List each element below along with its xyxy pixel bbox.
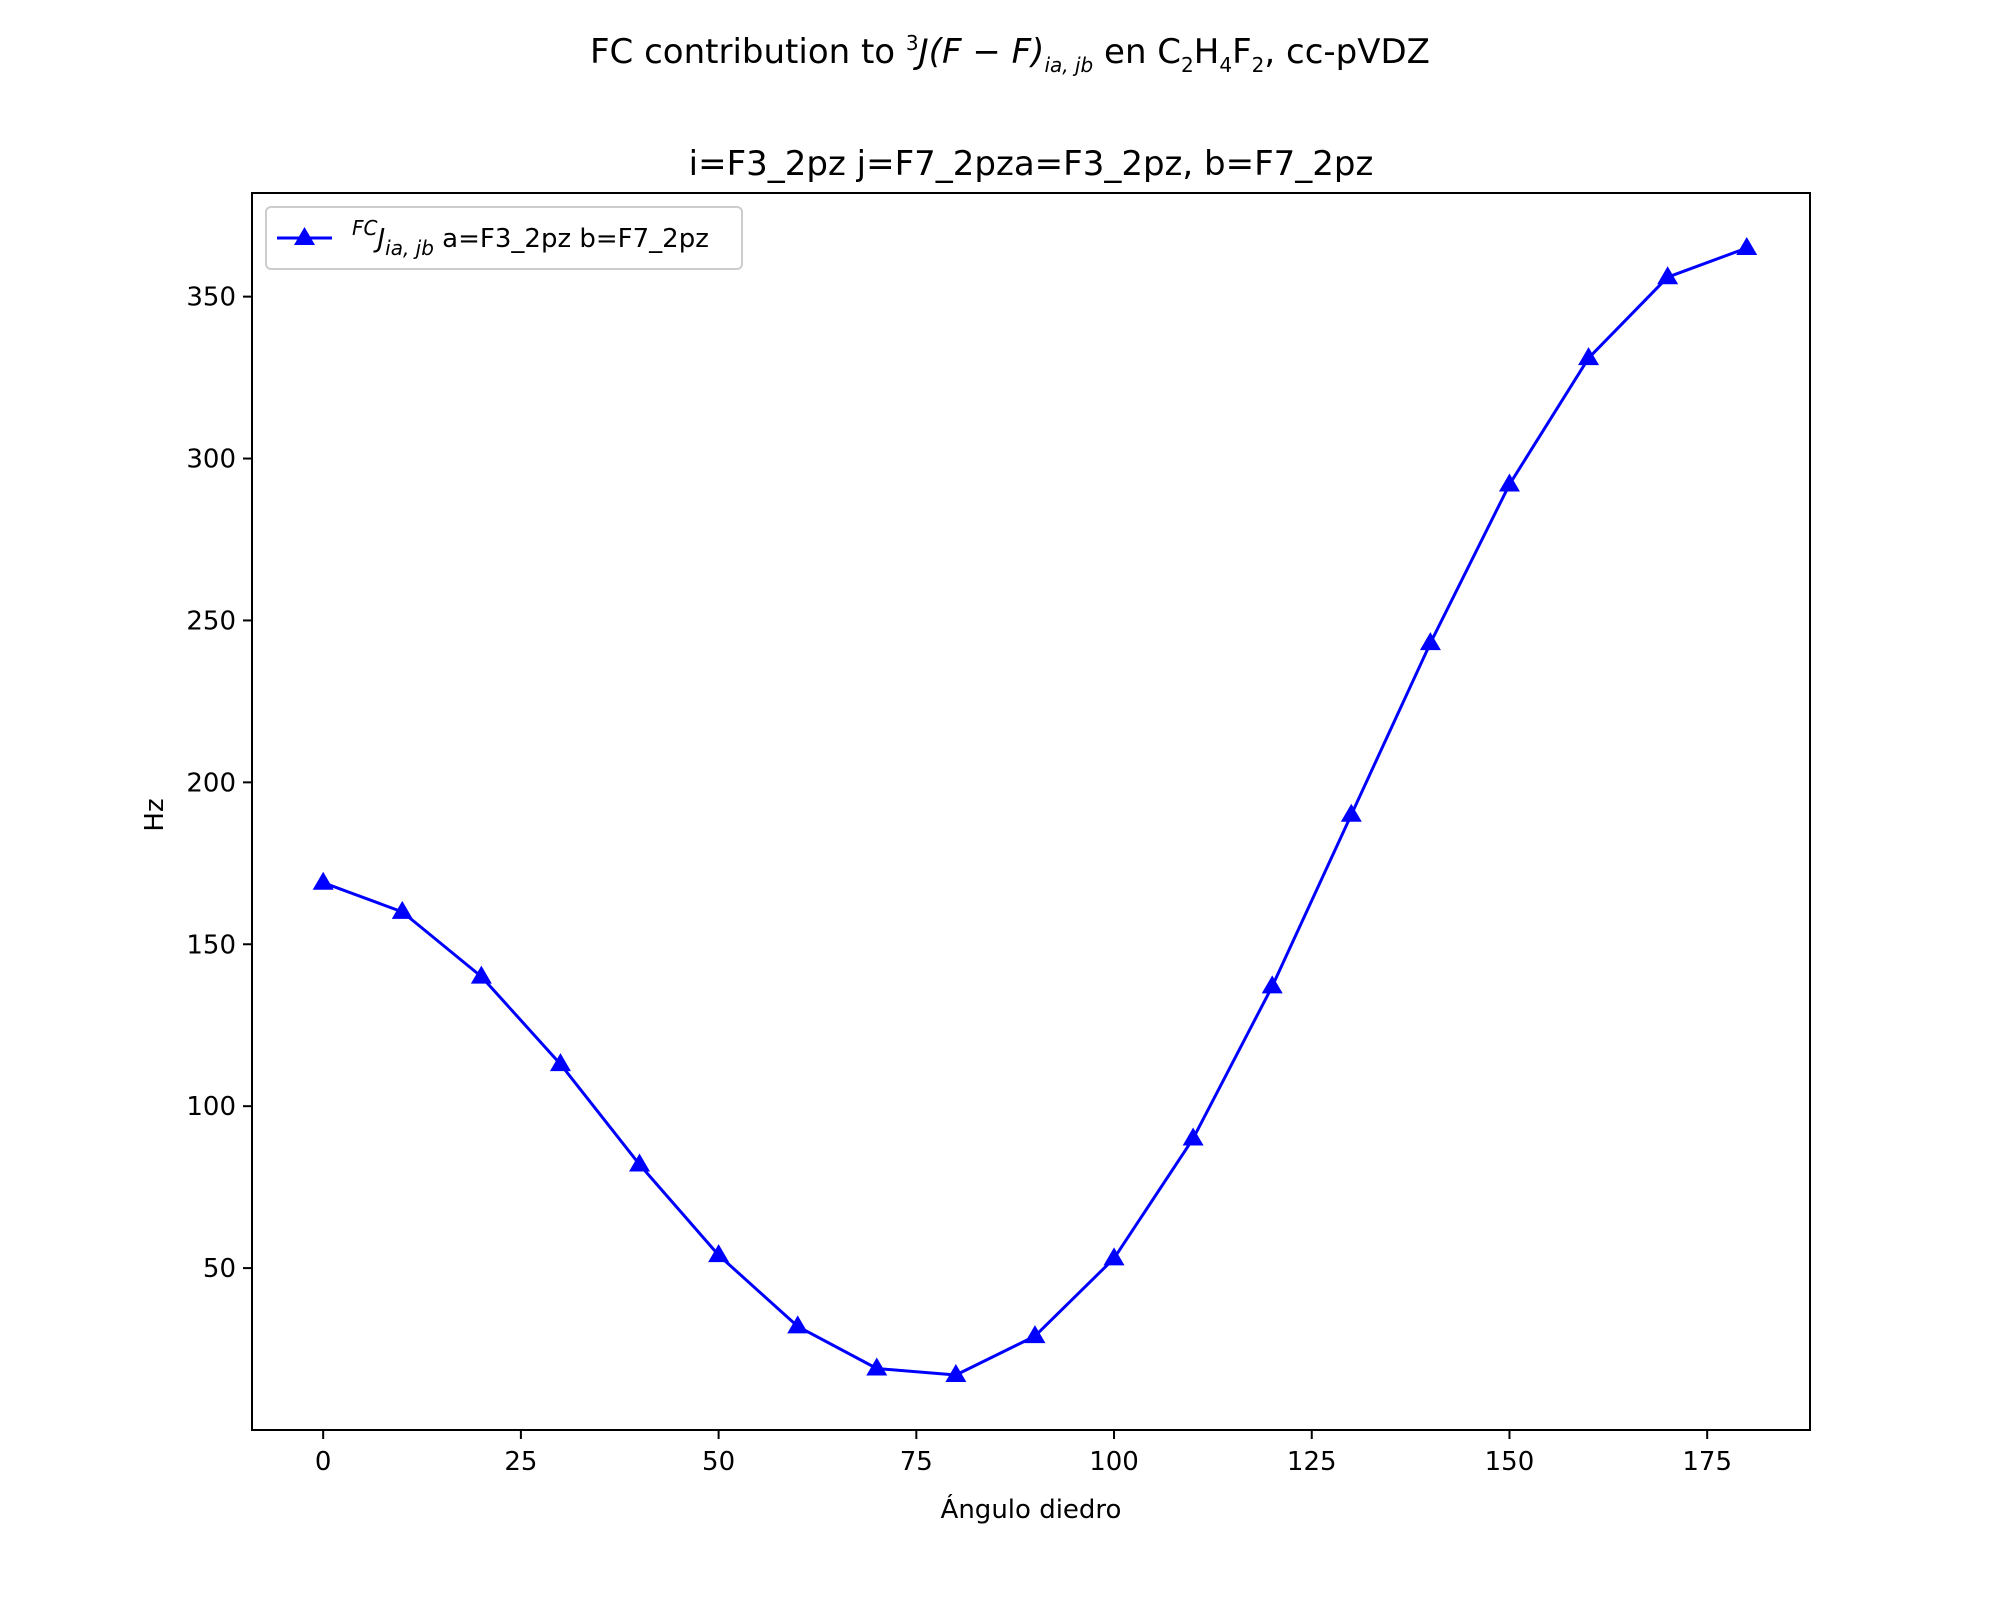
y-tick-label: 300 xyxy=(186,445,236,475)
x-tick-label: 175 xyxy=(1682,1447,1732,1477)
data-point-marker xyxy=(470,965,492,984)
chart-suptitle: FC contribution to 3J(F − F)ia, jb en C2… xyxy=(590,31,1430,77)
y-axis: 50 100 150 200 250 300 350 xyxy=(186,283,252,1284)
legend-label: FCJia, jb a=F3_2pz b=F7_2pz xyxy=(352,216,709,260)
data-point-marker xyxy=(549,1053,571,1072)
data-point-marker xyxy=(1657,266,1679,285)
data-point-marker xyxy=(312,871,334,890)
x-tick-label: 75 xyxy=(900,1447,933,1477)
data-point-marker xyxy=(1419,632,1441,651)
x-axis: 0 25 50 75 100 125 150 175 xyxy=(315,1430,1732,1477)
data-point-marker xyxy=(945,1363,967,1382)
y-tick-label: 350 xyxy=(186,283,236,313)
data-point-marker xyxy=(1736,237,1758,256)
legend: FCJia, jb a=F3_2pz b=F7_2pz xyxy=(265,206,743,270)
data-point-marker xyxy=(787,1315,809,1334)
data-point-marker xyxy=(1103,1247,1125,1266)
legend-marker-triangle xyxy=(294,227,315,245)
data-point-marker xyxy=(1024,1325,1046,1344)
series-layer xyxy=(312,237,1758,1382)
data-point-marker xyxy=(1182,1127,1204,1146)
y-tick-label: 150 xyxy=(186,930,236,960)
data-point-marker xyxy=(1498,473,1520,492)
data-point-marker xyxy=(391,900,413,919)
x-tick-label: 150 xyxy=(1485,1447,1535,1477)
x-tick-label: 25 xyxy=(504,1447,537,1477)
y-tick-label: 250 xyxy=(186,606,236,636)
y-tick-label: 50 xyxy=(203,1254,236,1284)
x-tick-label: 125 xyxy=(1287,1447,1337,1477)
data-point-marker xyxy=(1578,347,1600,366)
y-axis-label: Hz xyxy=(140,798,170,831)
x-tick-label: 100 xyxy=(1089,1447,1139,1477)
plot-area xyxy=(251,192,1811,1431)
data-point-marker xyxy=(708,1244,730,1263)
x-tick-label: 50 xyxy=(702,1447,735,1477)
y-tick-label: 100 xyxy=(186,1092,236,1122)
y-tick-label: 200 xyxy=(186,768,236,798)
data-point-marker xyxy=(629,1153,651,1172)
legend-box xyxy=(265,206,743,270)
chart-title: i=F3_2pz j=F7_2pza=F3_2pz, b=F7_2pz xyxy=(689,144,1374,184)
data-point-marker xyxy=(1261,975,1283,994)
x-tick-label: 0 xyxy=(315,1447,332,1477)
x-axis-label: Ángulo diedro xyxy=(941,1493,1122,1525)
data-point-marker xyxy=(866,1357,888,1376)
data-point-marker xyxy=(1340,803,1362,822)
